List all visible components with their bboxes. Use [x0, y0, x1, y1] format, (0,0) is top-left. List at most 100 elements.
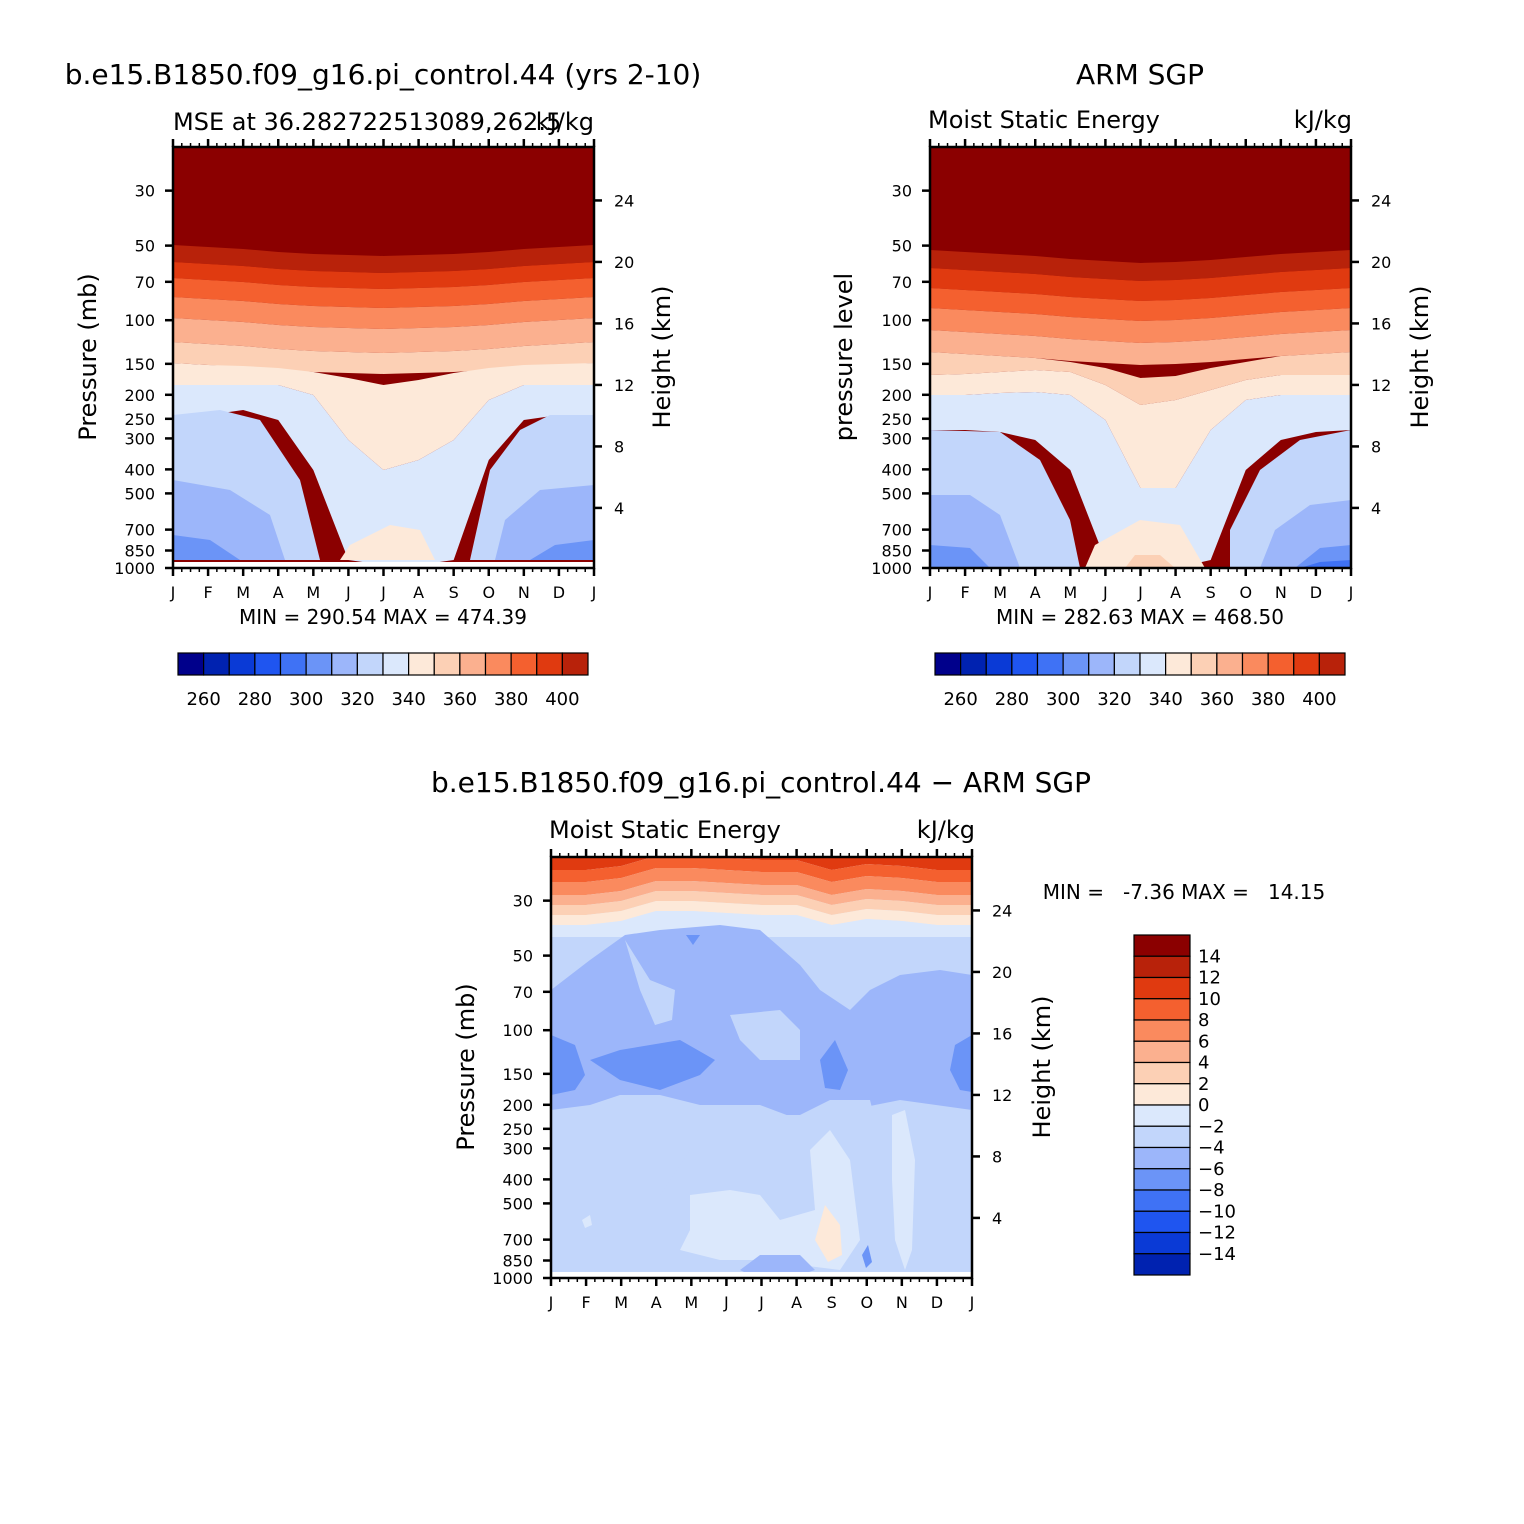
colorbar-box	[433, 652, 461, 676]
colorbar-tick-label: 0	[1198, 1095, 1209, 1116]
x-tick-label: J	[1102, 583, 1108, 602]
y2-tick-label: 16	[992, 1024, 1012, 1043]
x-tick-label: F	[960, 583, 969, 602]
colorbar-tick-label: −8	[1198, 1180, 1225, 1201]
contour-band	[930, 250, 1351, 281]
y2-tick-label: 20	[992, 963, 1012, 982]
y-tick-label: 300	[881, 429, 912, 448]
panel-obs-subtitle-right: kJ/kg	[1294, 106, 1352, 134]
colorbar-box	[254, 652, 282, 676]
y-tick-label: 700	[502, 1231, 533, 1250]
colorbar-tick-label: −12	[1198, 1223, 1236, 1244]
panel-model-ylabel: Pressure (mb)	[74, 273, 102, 440]
colorbar-tick-label: 360	[443, 689, 477, 710]
contour-band	[173, 297, 594, 329]
colorbar-tick-label: −2	[1198, 1116, 1225, 1137]
colorbar-box	[1062, 652, 1090, 676]
colorbar-box	[1133, 1210, 1191, 1234]
colorbar-tick-label: 380	[494, 689, 528, 710]
panel-diff-minmax: MIN = -7.36 MAX = 14.15	[1043, 880, 1326, 904]
y-tick-label: 150	[124, 355, 155, 374]
y2-tick-label: 20	[614, 253, 634, 272]
panel-obs-colorbar: 260 280 300 320 340 360 380 400	[934, 652, 1346, 710]
colorbar-tick-label: 300	[289, 689, 323, 710]
x-tick-label: J	[380, 583, 386, 602]
x-tick-label: S	[449, 583, 459, 602]
colorbar-box	[934, 652, 962, 676]
y2-tick-label: 12	[1371, 376, 1391, 395]
colorbar-tick-label: −4	[1198, 1138, 1225, 1159]
y-tick-label: 70	[513, 983, 533, 1002]
colorbar-box	[305, 652, 333, 676]
y2-tick-label: 12	[992, 1086, 1012, 1105]
contour-region	[582, 1215, 592, 1228]
colorbar-box	[1036, 652, 1064, 676]
panel-obs-y2label: Height (km)	[1406, 286, 1434, 429]
colorbar-tick-label: 340	[391, 689, 425, 710]
y-tick-label: 300	[124, 429, 155, 448]
contour-region	[1085, 520, 1205, 568]
y2-tick-label: 16	[614, 314, 634, 333]
colorbar-tick-label: 380	[1251, 689, 1285, 710]
x-tick-label: N	[1275, 583, 1287, 602]
contour-region	[730, 1010, 800, 1060]
x-tick-label: O	[482, 583, 495, 602]
contour-region	[495, 485, 594, 560]
y2-tick-label: 4	[992, 1209, 1002, 1228]
y-tick-label: 400	[881, 460, 912, 479]
colorbar-box	[484, 652, 512, 676]
y2-tick-label: 24	[992, 901, 1012, 920]
colorbar-box	[536, 652, 563, 676]
x-tick-label: M	[306, 583, 320, 602]
contour-band	[930, 268, 1351, 301]
colorbar-box	[1133, 1189, 1191, 1212]
contour-band	[930, 392, 1351, 568]
colorbar-box	[1139, 652, 1167, 676]
y2-tick-label: 24	[614, 191, 634, 210]
colorbar-box	[1133, 1083, 1191, 1106]
y2-tick-label: 4	[614, 499, 624, 518]
y-tick-label: 250	[881, 410, 912, 429]
x-tick-label: J	[927, 583, 933, 602]
panel-model-subtitle-right: kJ/kg	[536, 108, 594, 136]
colorbar-box	[1241, 652, 1269, 676]
y2-tick-label: 16	[1371, 314, 1391, 333]
contour-band	[551, 857, 972, 882]
x-tick-label: J	[548, 1293, 554, 1312]
contour-region	[551, 1100, 972, 1278]
missing-data	[551, 1272, 972, 1278]
contour-region	[1125, 555, 1175, 568]
contour-region	[551, 1035, 585, 1095]
panel-obs-contours	[930, 147, 1351, 568]
y-tick-label: 200	[881, 386, 912, 405]
contour-band	[930, 352, 1351, 405]
colorbar-box	[382, 652, 410, 676]
x-tick-label: O	[1239, 583, 1252, 602]
x-tick-label: D	[553, 583, 565, 602]
colorbar-tick-label: 400	[1302, 689, 1336, 710]
x-tick-label: A	[791, 1293, 802, 1312]
colorbar-box	[1216, 652, 1244, 676]
panel-diff-ylabel: Pressure (mb)	[452, 983, 480, 1150]
colorbar-tick-label: 260	[943, 689, 977, 710]
colorbar-tick-label: 400	[545, 689, 579, 710]
contour-band	[551, 857, 972, 870]
y-tick-label: 700	[881, 521, 912, 540]
panel-model: b.e15.B1850.f09_g16.pi_control.44 (yrs 2…	[65, 58, 702, 710]
x-tick-label: J	[969, 1293, 975, 1312]
colorbar-box	[1133, 934, 1191, 957]
y-tick-label: 700	[124, 521, 155, 540]
panel-model-y2label: Height (km)	[648, 286, 676, 429]
colorbar-box	[331, 652, 358, 676]
y-tick-label: 100	[124, 311, 155, 330]
colorbar-box	[1133, 1146, 1191, 1170]
panel-diff-y2label: Height (km)	[1028, 996, 1056, 1139]
colorbar-tick-label: 6	[1198, 1031, 1209, 1052]
contour-region	[590, 1040, 715, 1090]
panel-model-title: b.e15.B1850.f09_g16.pi_control.44 (yrs 2…	[65, 58, 702, 91]
y-tick-label: 30	[513, 892, 533, 911]
colorbar-box	[203, 652, 230, 676]
colorbar-tick-label: 4	[1198, 1053, 1209, 1074]
panel-obs-ylabel: pressure level	[830, 273, 858, 441]
